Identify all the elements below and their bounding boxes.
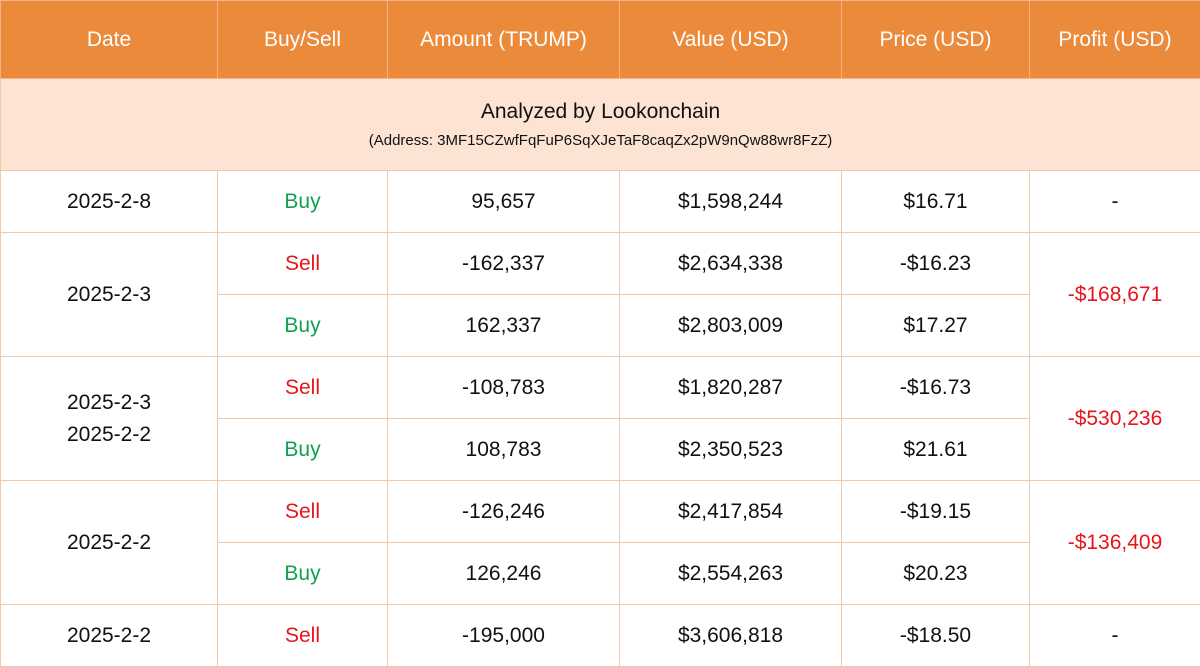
header-row: Date Buy/Sell Amount (TRUMP) Value (USD)… <box>0 0 1200 79</box>
side-cell: Sell <box>217 480 388 543</box>
profit-cell: -$530,236 <box>1029 356 1200 481</box>
date-cell: 2025-2-2 <box>0 604 218 667</box>
date-value: 2025-2-8 <box>66 189 152 213</box>
profit-cell: - <box>1029 604 1200 667</box>
date-value: 2025-2-2 <box>66 422 152 446</box>
price-cell: $21.61 <box>841 418 1030 481</box>
amount-cell: 162,337 <box>387 294 620 357</box>
table-row: Buy 108,783 $2,350,523 $21.61 <box>1 418 1200 481</box>
table-row: 2025-2-3 Sell -162,337 $2,634,338 -$16.23 -$1… <box>0 232 1200 357</box>
side-cell: Buy <box>217 170 388 233</box>
banner-title: Analyzed by Lookonchain <box>480 100 721 123</box>
date-cell: 2025-2-2 <box>0 480 218 605</box>
table-row: 2025-2-3 2025-2-2 Sell -108,783 $1,820,287 -$… <box>0 356 1200 481</box>
header-amount: Amount (TRUMP) <box>387 0 620 79</box>
header-buy-sell: Buy/Sell <box>217 0 388 79</box>
value-cell: $1,598,244 <box>619 170 842 233</box>
date-value: 2025-2-2 <box>66 530 152 554</box>
date-cell: 2025-2-3 2025-2-2 <box>0 356 218 481</box>
price-cell: -$16.23 <box>841 232 1030 295</box>
value-cell: $2,350,523 <box>619 418 842 481</box>
side-cell: Sell <box>217 356 388 419</box>
price-cell: -$16.73 <box>841 356 1030 419</box>
profit-cell: -$168,671 <box>1029 232 1200 357</box>
date-cell: 2025-2-3 <box>0 232 218 357</box>
side-cell: Sell <box>217 604 388 667</box>
value-cell: $2,634,338 <box>619 232 842 295</box>
side-cell: Buy <box>217 418 388 481</box>
wallet-address: (Address: 3MF15CZwfFqFuP6SqXJeTaF8caqZx2… <box>368 132 833 149</box>
price-cell: $16.71 <box>841 170 1030 233</box>
side-cell: Sell <box>217 232 388 295</box>
side-cell: Buy <box>217 294 388 357</box>
amount-cell: -195,000 <box>387 604 620 667</box>
value-cell: $2,417,854 <box>619 480 842 543</box>
amount-cell: -162,337 <box>387 232 620 295</box>
amount-cell: -126,246 <box>387 480 620 543</box>
price-cell: $20.23 <box>841 542 1030 605</box>
amount-cell: 95,657 <box>387 170 620 233</box>
header-profit: Profit (USD) <box>1029 0 1200 79</box>
header-date: Date <box>0 0 218 79</box>
date-value: 2025-2-3 <box>66 282 152 306</box>
side-cell: Buy <box>217 542 388 605</box>
table-row: Buy 126,246 $2,554,263 $20.23 <box>1 542 1200 605</box>
banner-cell: Analyzed by Lookonchain (Address: 3MF15C… <box>0 78 1200 171</box>
value-cell: $2,803,009 <box>619 294 842 357</box>
profit-cell: -$136,409 <box>1029 480 1200 605</box>
table-row: Buy 162,337 $2,803,009 $17.27 <box>1 294 1200 357</box>
profit-cell: - <box>1029 170 1200 233</box>
date-value: 2025-2-3 <box>66 390 152 414</box>
table-row: 2025-2-8 Buy 95,657 $1,598,244 $16.71- <box>0 170 1200 233</box>
value-cell: $2,554,263 <box>619 542 842 605</box>
amount-cell: 108,783 <box>387 418 620 481</box>
date-cell: 2025-2-8 <box>0 170 218 233</box>
table-row: 2025-2-2 Sell -126,246 $2,417,854 -$19.15 -$1… <box>0 480 1200 605</box>
value-cell: $3,606,818 <box>619 604 842 667</box>
date-value: 2025-2-2 <box>66 623 152 647</box>
header-value: Value (USD) <box>619 0 842 79</box>
analysis-banner: Analyzed by Lookonchain (Address: 3MF15C… <box>0 78 1200 171</box>
price-cell: -$19.15 <box>841 480 1030 543</box>
price-cell: $17.27 <box>841 294 1030 357</box>
header-price: Price (USD) <box>841 0 1030 79</box>
table-body: Analyzed by Lookonchain (Address: 3MF15C… <box>0 78 1200 667</box>
value-cell: $1,820,287 <box>619 356 842 419</box>
amount-cell: 126,246 <box>387 542 620 605</box>
amount-cell: -108,783 <box>387 356 620 419</box>
price-cell: -$18.50 <box>841 604 1030 667</box>
table-row: 2025-2-2 Sell -195,000 $3,606,818 -$18.50- <box>0 604 1200 667</box>
